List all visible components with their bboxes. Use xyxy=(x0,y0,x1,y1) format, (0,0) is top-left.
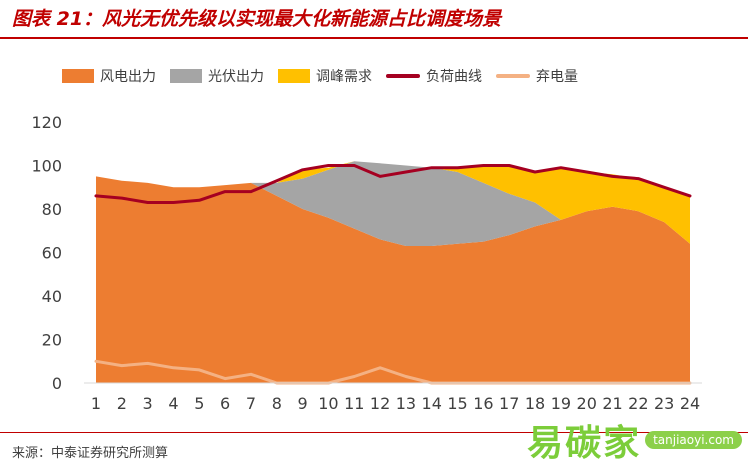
x-tick-label: 15 xyxy=(447,394,467,413)
title-divider xyxy=(0,37,748,39)
x-tick-label: 8 xyxy=(272,394,282,413)
x-tick-label: 5 xyxy=(194,394,204,413)
legend-swatch-peak xyxy=(278,69,310,83)
x-tick-label: 4 xyxy=(168,394,178,413)
legend-swatch-load xyxy=(386,74,420,78)
legend-item-peak: 调峰需求 xyxy=(278,66,372,86)
x-tick-label: 6 xyxy=(220,394,230,413)
legend-label-curtail: 弃电量 xyxy=(536,69,578,85)
x-tick-label: 11 xyxy=(344,394,364,413)
y-tick-label: 120 xyxy=(31,113,62,132)
watermark-name: 易碳家 xyxy=(527,423,642,464)
x-tick-label: 21 xyxy=(602,394,622,413)
legend-label-peak: 调峰需求 xyxy=(316,69,372,85)
legend-swatch-wind xyxy=(62,69,94,83)
x-tick-label: 2 xyxy=(117,394,127,413)
legend-item-solar: 光伏出力 xyxy=(170,66,264,86)
y-tick-label: 60 xyxy=(42,244,62,263)
x-tick-label: 17 xyxy=(499,394,519,413)
y-tick-label: 80 xyxy=(42,200,62,219)
x-tick-label: 3 xyxy=(143,394,153,413)
legend-label-load: 负荷曲线 xyxy=(426,69,482,85)
watermark: 易碳家 tanjiaoyi.com xyxy=(527,414,742,466)
legend-label-wind: 风电出力 xyxy=(100,69,156,85)
x-tick-label: 10 xyxy=(318,394,338,413)
legend-swatch-curtail xyxy=(496,74,530,78)
chart-container: 风电出力 光伏出力 调峰需求 负荷曲线 弃电量 0 20 40 60 80 100 120 1… xyxy=(0,46,748,426)
x-tick-label: 22 xyxy=(628,394,648,413)
watermark-domain: tanjiaoyi.com xyxy=(645,431,742,449)
x-tick-label: 7 xyxy=(246,394,256,413)
area-wind xyxy=(96,176,690,383)
footer-divider xyxy=(0,432,748,433)
y-tick-label: 20 xyxy=(42,331,62,350)
legend-item-curtail: 弃电量 xyxy=(496,66,578,86)
legend-swatch-solar xyxy=(170,69,202,83)
x-tick-label: 16 xyxy=(473,394,493,413)
x-tick-label: 13 xyxy=(396,394,416,413)
x-tick-label: 12 xyxy=(370,394,390,413)
x-tick-label: 19 xyxy=(551,394,571,413)
y-tick-label: 0 xyxy=(52,374,62,393)
x-tick-label: 20 xyxy=(577,394,597,413)
area-layer xyxy=(96,161,690,383)
legend-label-solar: 光伏出力 xyxy=(208,69,264,85)
chart-legend: 风电出力 光伏出力 调峰需求 负荷曲线 弃电量 xyxy=(62,66,578,86)
legend-item-wind: 风电出力 xyxy=(62,66,156,86)
line-load xyxy=(94,164,692,204)
x-tick-label: 24 xyxy=(680,394,700,413)
x-tick-label: 23 xyxy=(654,394,674,413)
y-tick-label: 40 xyxy=(42,287,62,306)
area-solar xyxy=(96,161,690,246)
y-tick-label: 100 xyxy=(31,157,62,176)
source-note: 来源：中泰证券研究所测算 xyxy=(12,446,169,461)
x-tick-label: 9 xyxy=(298,394,308,413)
figure-title: 图表 21：风光无优先级以实现最大化新能源占比调度场景 xyxy=(12,8,502,30)
x-tick-label: 18 xyxy=(525,394,545,413)
legend-item-load: 负荷曲线 xyxy=(386,66,482,86)
area-peak xyxy=(96,161,690,244)
x-tick-label: 14 xyxy=(422,394,442,413)
x-tick-label: 1 xyxy=(91,394,101,413)
